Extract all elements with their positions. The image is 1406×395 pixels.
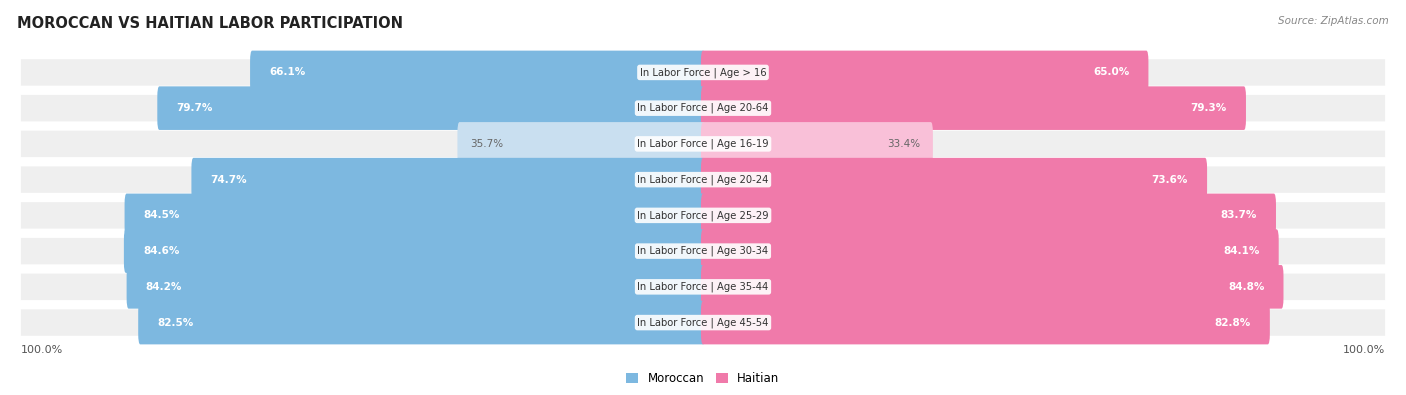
FancyBboxPatch shape (702, 51, 1149, 94)
Text: 33.4%: 33.4% (887, 139, 921, 149)
Text: 84.6%: 84.6% (143, 246, 180, 256)
Text: In Labor Force | Age > 16: In Labor Force | Age > 16 (640, 67, 766, 78)
FancyBboxPatch shape (191, 158, 704, 201)
FancyBboxPatch shape (125, 194, 704, 237)
Text: In Labor Force | Age 30-34: In Labor Force | Age 30-34 (637, 246, 769, 256)
Text: 79.7%: 79.7% (176, 103, 212, 113)
FancyBboxPatch shape (21, 309, 1385, 336)
FancyBboxPatch shape (127, 265, 704, 308)
Text: 74.7%: 74.7% (211, 175, 247, 184)
FancyBboxPatch shape (457, 122, 704, 166)
FancyBboxPatch shape (138, 301, 704, 344)
Text: 84.5%: 84.5% (143, 211, 180, 220)
Text: 66.1%: 66.1% (269, 68, 305, 77)
Text: 100.0%: 100.0% (1343, 345, 1385, 355)
FancyBboxPatch shape (21, 59, 1385, 86)
FancyBboxPatch shape (702, 194, 1277, 237)
FancyBboxPatch shape (702, 158, 1208, 201)
FancyBboxPatch shape (702, 301, 1270, 344)
Legend: Moroccan, Haitian: Moroccan, Haitian (621, 367, 785, 390)
Text: 79.3%: 79.3% (1191, 103, 1227, 113)
Text: 84.1%: 84.1% (1223, 246, 1260, 256)
Text: In Labor Force | Age 35-44: In Labor Force | Age 35-44 (637, 282, 769, 292)
Text: In Labor Force | Age 16-19: In Labor Force | Age 16-19 (637, 139, 769, 149)
FancyBboxPatch shape (157, 87, 704, 130)
FancyBboxPatch shape (21, 95, 1385, 121)
FancyBboxPatch shape (702, 87, 1246, 130)
Text: In Labor Force | Age 45-54: In Labor Force | Age 45-54 (637, 317, 769, 328)
Text: 83.7%: 83.7% (1220, 211, 1257, 220)
Text: 65.0%: 65.0% (1092, 68, 1129, 77)
Text: In Labor Force | Age 20-64: In Labor Force | Age 20-64 (637, 103, 769, 113)
FancyBboxPatch shape (250, 51, 704, 94)
Text: 84.8%: 84.8% (1227, 282, 1264, 292)
FancyBboxPatch shape (21, 131, 1385, 157)
Text: 35.7%: 35.7% (470, 139, 503, 149)
Text: 73.6%: 73.6% (1152, 175, 1188, 184)
Text: In Labor Force | Age 20-24: In Labor Force | Age 20-24 (637, 174, 769, 185)
FancyBboxPatch shape (21, 238, 1385, 264)
FancyBboxPatch shape (21, 166, 1385, 193)
Text: Source: ZipAtlas.com: Source: ZipAtlas.com (1278, 16, 1389, 26)
FancyBboxPatch shape (21, 274, 1385, 300)
FancyBboxPatch shape (702, 229, 1278, 273)
Text: 82.8%: 82.8% (1215, 318, 1251, 327)
FancyBboxPatch shape (21, 202, 1385, 229)
Text: In Labor Force | Age 25-29: In Labor Force | Age 25-29 (637, 210, 769, 221)
Text: 82.5%: 82.5% (157, 318, 194, 327)
Text: 100.0%: 100.0% (21, 345, 63, 355)
FancyBboxPatch shape (702, 122, 932, 166)
Text: 84.2%: 84.2% (146, 282, 183, 292)
FancyBboxPatch shape (702, 265, 1284, 308)
FancyBboxPatch shape (124, 229, 704, 273)
Text: MOROCCAN VS HAITIAN LABOR PARTICIPATION: MOROCCAN VS HAITIAN LABOR PARTICIPATION (17, 16, 404, 31)
